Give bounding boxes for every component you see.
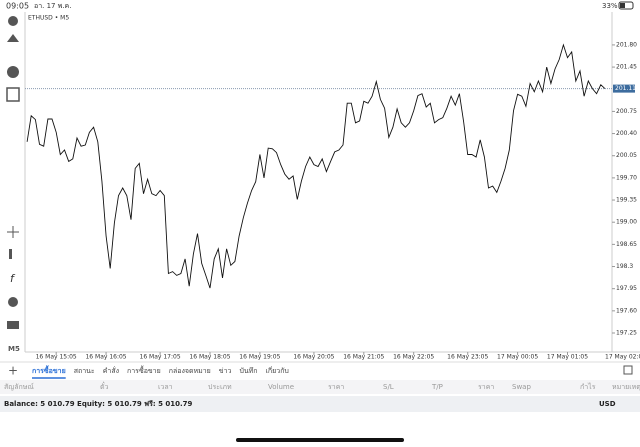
home-indicator <box>236 438 404 442</box>
tab[interactable]: การซื้อขาย <box>127 364 161 375</box>
table-header <box>0 380 640 394</box>
x-tick-label: 16 May 15:05 <box>36 354 77 361</box>
table-header-cell: T/P <box>431 383 443 391</box>
objects-icon[interactable] <box>8 297 18 307</box>
account-icon[interactable] <box>8 16 18 26</box>
y-tick-label: 200.05 <box>616 152 637 159</box>
table-header-cell: ราคา <box>478 383 494 391</box>
table-header-cell: ประเภท <box>208 383 232 391</box>
panel-icon[interactable] <box>623 365 633 375</box>
x-tick-label: 16 May 17:05 <box>140 354 181 361</box>
y-tick-label: 201.45 <box>616 64 637 71</box>
x-tick-label: 16 May 18:05 <box>189 354 230 361</box>
y-tick-label: 200.40 <box>616 130 637 137</box>
x-tick-label: 16 May 19:05 <box>239 354 280 361</box>
price-line <box>26 43 606 289</box>
y-tick-label: 201.80 <box>616 41 637 48</box>
x-tick-label: 16 May 21:05 <box>343 354 384 361</box>
balance-row <box>0 396 640 412</box>
x-tick-label: 16 May 20:05 <box>293 354 334 361</box>
function-icon[interactable]: f <box>10 272 16 285</box>
tab[interactable]: กล่องจดหมาย <box>169 367 211 375</box>
trade-icon[interactable] <box>7 34 19 42</box>
table-header-cell: ตั๋ว <box>100 382 109 391</box>
battery-level <box>620 3 625 8</box>
x-tick-label: 17 May 01:05 <box>547 354 588 361</box>
chat-icon[interactable] <box>7 66 19 78</box>
table-header-cell: เวลา <box>158 383 173 391</box>
table-header-cell: Swap <box>512 383 531 391</box>
y-tick-label: 199.35 <box>616 197 637 204</box>
battery-icon <box>618 1 634 10</box>
tab[interactable]: สถานะ <box>74 367 95 375</box>
tab[interactable]: ข่าว <box>219 367 232 375</box>
tab[interactable]: การซื้อขาย <box>32 364 66 375</box>
table-header-cell: กำไร <box>580 382 596 391</box>
add-button[interactable]: + <box>8 364 18 378</box>
screen-icon[interactable] <box>7 321 19 329</box>
x-tick-label: 16 May 22:05 <box>393 354 434 361</box>
status-date: อา. 17 พ.ค. <box>34 2 71 10</box>
chart-title: ETHUSD • M5 <box>28 15 69 22</box>
status-time: 09:05 <box>6 2 29 11</box>
y-tick-label: 198.65 <box>616 241 637 248</box>
x-tick-label: 17 May 00:05 <box>497 354 538 361</box>
table-header-cell: S/L <box>383 383 394 391</box>
current-price-label: 201.11 <box>615 85 636 92</box>
new-order-icon[interactable] <box>6 87 20 102</box>
timeframe-button[interactable]: M5 <box>8 345 20 353</box>
currency: USD <box>599 400 616 408</box>
y-tick-label: 200.75 <box>616 108 637 115</box>
y-tick-label: 199.00 <box>616 219 637 226</box>
sidebar: f <box>6 16 20 329</box>
crosshair-icon[interactable] <box>7 226 19 238</box>
status-battery: 33% <box>602 2 618 10</box>
table-header-cell: ราคา <box>328 383 344 391</box>
x-tick-label: 16 May 16:05 <box>85 354 126 361</box>
table-header-cell: Volume <box>268 383 294 391</box>
table-header-cell: สัญลักษณ์ <box>4 383 34 391</box>
tab[interactable]: เกี่ยวกับ <box>266 366 289 375</box>
tab[interactable]: คำสั่ง <box>103 366 119 375</box>
y-tick-label: 199.70 <box>616 174 637 181</box>
y-tick-label: 197.95 <box>616 285 637 292</box>
y-tick-label: 197.25 <box>616 330 637 337</box>
y-tick-label: 197.60 <box>616 307 637 314</box>
x-tick-label: 16 May 23:05 <box>447 354 488 361</box>
y-tick-label: 198.3 <box>616 263 633 270</box>
indicator-icon[interactable] <box>9 249 12 259</box>
tab[interactable]: บันทึก <box>239 366 257 375</box>
current-price-box <box>613 84 635 93</box>
table-header-cell: หมายเหตุ <box>612 383 640 391</box>
x-end-label: 17 May 02:0 <box>605 354 640 361</box>
balance-text: Balance: 5 010.79 Equity: 5 010.79 ฟรี: … <box>4 400 193 408</box>
